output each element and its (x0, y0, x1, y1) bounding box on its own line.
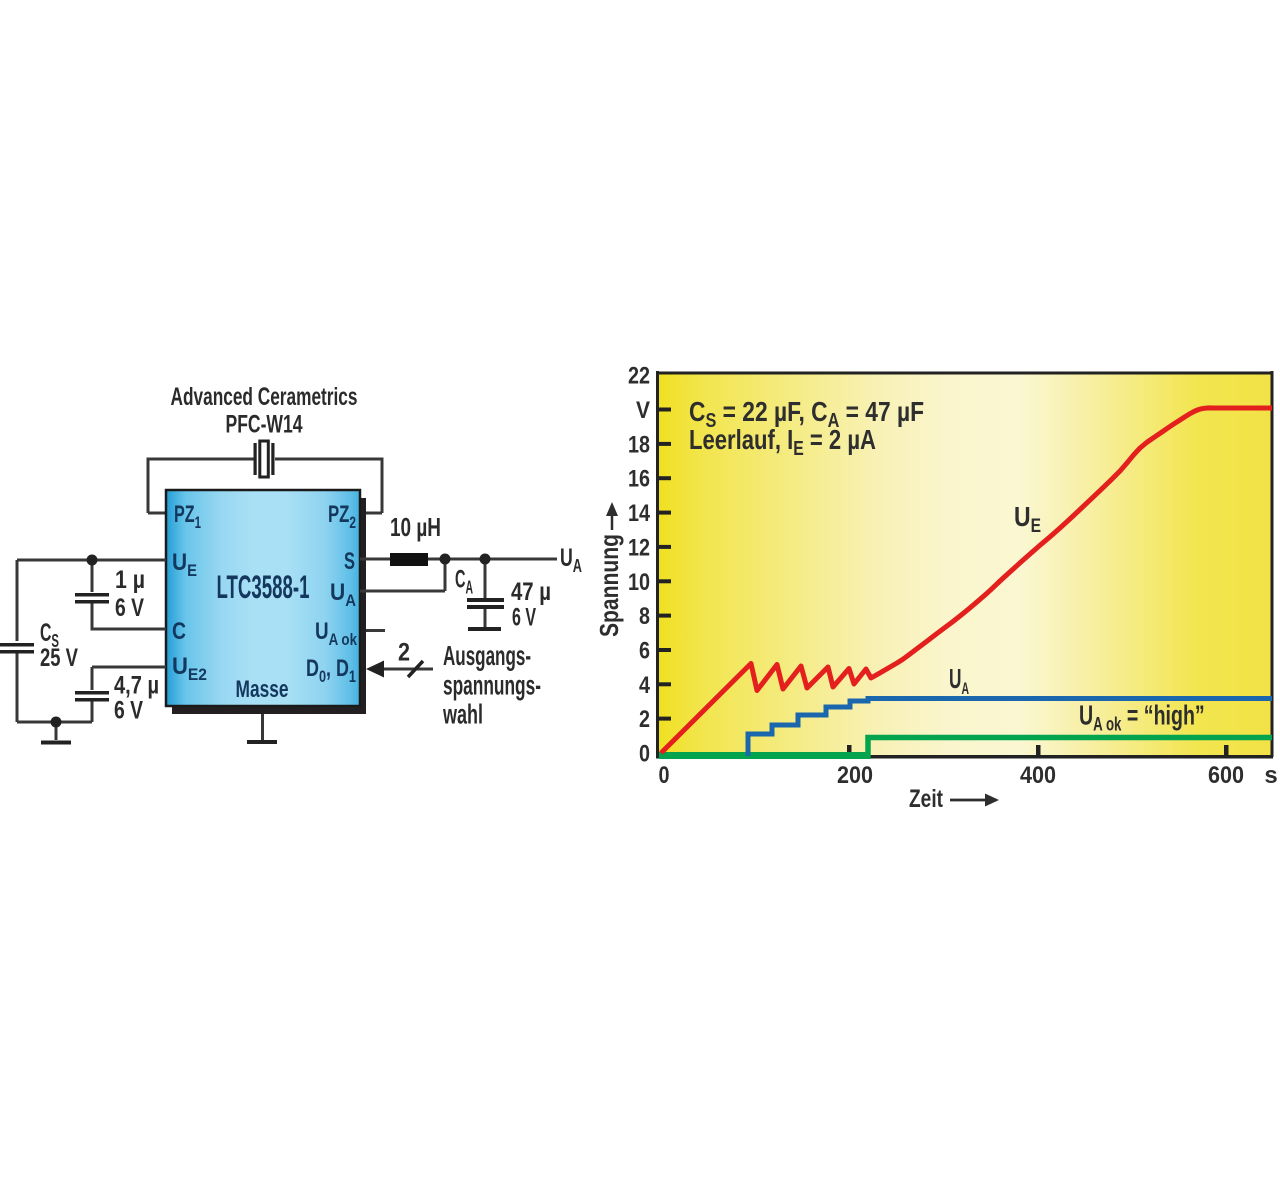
svg-text:10: 10 (628, 569, 650, 596)
svg-text:400: 400 (1020, 762, 1056, 789)
svg-text:0: 0 (639, 741, 650, 768)
svg-text:UA ok = “high”: UA ok = “high” (1079, 700, 1205, 735)
svg-text:2: 2 (639, 706, 650, 733)
svg-text:Zeit: Zeit (909, 785, 944, 813)
svg-text:6 V: 6 V (512, 604, 536, 632)
svg-text:8: 8 (639, 603, 650, 630)
svg-text:4: 4 (639, 672, 651, 699)
svg-text:600: 600 (1208, 762, 1244, 789)
svg-text:16: 16 (628, 466, 650, 493)
svg-text:14: 14 (628, 500, 651, 527)
svg-text:2: 2 (398, 639, 410, 667)
svg-text:Spannung: Spannung (594, 534, 624, 637)
svg-text:12: 12 (628, 534, 650, 561)
svg-text:18: 18 (628, 431, 650, 458)
svg-text:6 V: 6 V (114, 697, 143, 725)
svg-text:Leerlauf, IE = 2 µA: Leerlauf, IE = 2 µA (689, 424, 876, 460)
svg-text:0: 0 (659, 762, 670, 789)
svg-text:C: C (172, 618, 186, 645)
svg-text:S: S (344, 548, 355, 575)
svg-text:Ausgangs-: Ausgangs- (443, 640, 531, 671)
svg-text:V: V (636, 397, 650, 424)
svg-text:Masse: Masse (236, 676, 289, 703)
svg-text:6 V: 6 V (115, 594, 144, 622)
svg-text:25 V: 25 V (40, 644, 78, 672)
svg-text:spannungs-: spannungs- (443, 670, 541, 701)
svg-text:s: s (1264, 762, 1277, 789)
svg-text:Advanced Cerametrics: Advanced Cerametrics (171, 383, 358, 411)
svg-text:LTC3588-1: LTC3588-1 (217, 569, 310, 605)
svg-text:UA: UA (560, 544, 582, 576)
svg-text:CS = 22 µF, CA = 47 µF: CS = 22 µF, CA = 47 µF (689, 396, 924, 432)
svg-text:D0, D1: D0, D1 (306, 655, 356, 686)
svg-text:22: 22 (628, 363, 650, 390)
svg-text:200: 200 (837, 762, 873, 789)
svg-text:1 µ: 1 µ (115, 566, 145, 594)
svg-text:10 µH: 10 µH (390, 512, 441, 542)
svg-text:CA: CA (455, 566, 473, 598)
svg-text:4,7 µ: 4,7 µ (114, 672, 159, 700)
svg-text:47 µ: 47 µ (511, 578, 551, 606)
svg-text:PFC-W14: PFC-W14 (226, 411, 303, 439)
svg-text:wahl: wahl (442, 699, 483, 730)
svg-text:6: 6 (639, 638, 650, 665)
